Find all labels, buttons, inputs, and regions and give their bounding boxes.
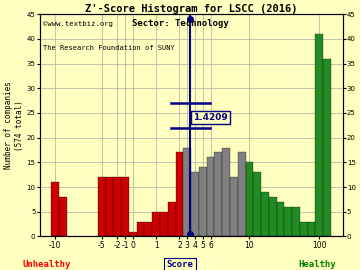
- Bar: [292, 207, 300, 237]
- Text: Sector: Technology: Sector: Technology: [132, 19, 228, 28]
- Bar: [284, 207, 292, 237]
- Bar: [276, 202, 284, 237]
- Bar: [269, 197, 276, 237]
- Title: Z'-Score Histogram for LSCC (2016): Z'-Score Histogram for LSCC (2016): [85, 4, 297, 14]
- Text: 1.4209: 1.4209: [193, 113, 228, 122]
- Bar: [300, 222, 308, 237]
- Bar: [222, 148, 230, 237]
- Bar: [207, 157, 215, 237]
- Text: Healthy: Healthy: [298, 260, 336, 269]
- Bar: [168, 202, 176, 237]
- Bar: [261, 192, 269, 237]
- Bar: [98, 177, 105, 237]
- Y-axis label: Number of companies
(574 total): Number of companies (574 total): [4, 81, 23, 169]
- Bar: [160, 212, 168, 237]
- Text: Score: Score: [167, 260, 193, 269]
- Bar: [129, 232, 137, 237]
- Text: The Research Foundation of SUNY: The Research Foundation of SUNY: [42, 45, 174, 51]
- Bar: [152, 212, 160, 237]
- Bar: [144, 222, 152, 237]
- Bar: [246, 162, 253, 237]
- Bar: [323, 59, 331, 237]
- Bar: [51, 182, 59, 237]
- Text: Unhealthy: Unhealthy: [23, 260, 71, 269]
- Bar: [137, 222, 144, 237]
- Bar: [191, 172, 199, 237]
- Bar: [253, 172, 261, 237]
- Text: ©www.textbiz.org: ©www.textbiz.org: [42, 21, 113, 27]
- Bar: [238, 153, 246, 237]
- Bar: [105, 177, 113, 237]
- Bar: [230, 177, 238, 237]
- Bar: [113, 177, 121, 237]
- Bar: [315, 34, 323, 237]
- Bar: [59, 197, 67, 237]
- Bar: [199, 167, 207, 237]
- Bar: [183, 148, 191, 237]
- Bar: [176, 153, 183, 237]
- Bar: [308, 222, 315, 237]
- Bar: [215, 153, 222, 237]
- Bar: [121, 177, 129, 237]
